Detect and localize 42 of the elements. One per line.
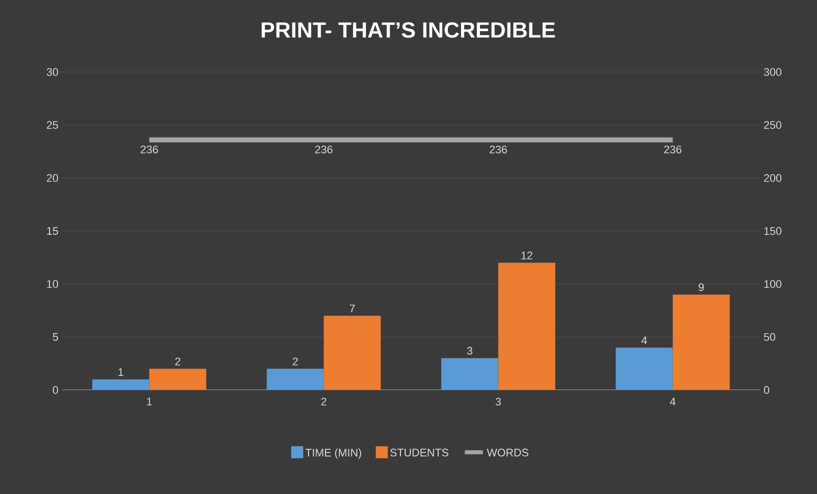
bar [266,368,324,390]
y-tick-label: 25 [46,121,58,129]
legend-label: STUDENTS [390,448,448,456]
data-label: 236 [140,146,158,154]
data-label: 2 [292,358,298,366]
y-tick-label: 5 [52,333,58,341]
data-label: 1 [118,368,124,376]
y-tick-label: 15 [47,227,58,235]
bar [441,358,498,390]
data-label: 236 [664,146,682,154]
y-tick-label: 0 [52,386,58,394]
bar [92,379,150,390]
legend-label: WORDS [486,448,528,456]
data-label: 2 [175,358,180,366]
bar [149,368,206,390]
x-tick-label: 1 [147,398,152,406]
data-label: 12 [521,252,532,260]
y2-tick-label: 150 [764,227,782,235]
bar [498,262,556,390]
legend-label: TIME (MIN) [305,448,362,459]
y2-tick-label: 50 [764,333,776,341]
x-tick-label: 4 [670,398,676,406]
bar [672,294,730,390]
x-tick-label: 2 [321,398,326,406]
y-tick-label: 10 [47,280,58,288]
data-label: 7 [350,304,355,312]
bar [616,348,673,390]
y2-tick-label: 200 [764,174,782,182]
y-tick-label: 30 [46,68,58,76]
y2-tick-label: 100 [764,280,782,288]
y2-tick-label: 0 [764,386,770,394]
bar [324,316,381,390]
data-label: 9 [698,283,704,292]
x-tick-label: 3 [496,398,501,406]
y-tick-label: 20 [46,174,58,182]
data-label: 4 [641,336,647,344]
data-label: 3 [467,346,472,355]
y2-tick-label: 300 [764,68,782,76]
data-label: 236 [490,146,507,154]
y2-tick-label: 250 [764,121,782,129]
data-label: 236 [315,146,332,154]
chart-title: PRINT- THAT’S INCREDIBLE [262,22,555,38]
